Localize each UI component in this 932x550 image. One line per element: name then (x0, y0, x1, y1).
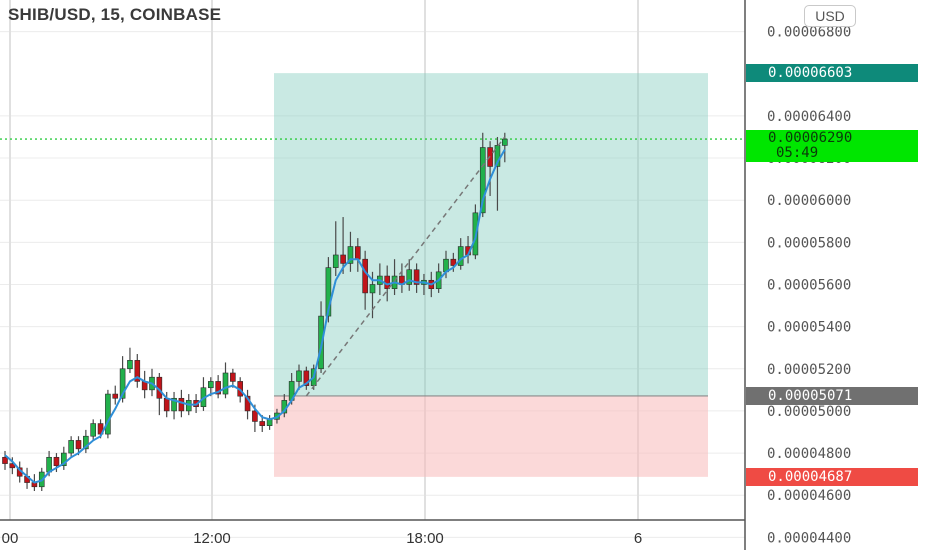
price-tick-label: 0.00005600 (767, 277, 851, 293)
price-tick-label: 0.00006800 (767, 25, 851, 41)
candle-down (450, 258, 457, 266)
last-price-label: 0.00006290 05:49 (746, 130, 918, 163)
candle-down (303, 370, 310, 386)
stop-price-label: 0.00004687 (746, 467, 918, 486)
time-tick-label: 6 (634, 530, 642, 547)
candle-down (2, 456, 8, 464)
candle-up (296, 370, 302, 382)
price-tick-label: 0.00005800 (767, 235, 851, 251)
price-tick-label: 0.00004600 (767, 488, 851, 504)
target-price-label: 0.00006603 (746, 64, 918, 83)
price-tick-label: 0.00004800 (767, 446, 851, 462)
candle-down (362, 258, 368, 294)
candle-up (347, 246, 354, 264)
candle-up (105, 393, 111, 435)
candle-down (112, 393, 119, 399)
candle-up (208, 381, 214, 389)
chart-grid (0, 0, 746, 550)
candle-down (252, 410, 258, 422)
entry-price-label: 0.00005071 (746, 386, 918, 405)
candle-up (90, 423, 96, 437)
candle-down (178, 397, 185, 412)
last-price-value: 0.00006290 (768, 130, 853, 147)
candle-up (318, 315, 324, 370)
time-tick-label: 00 (2, 530, 19, 547)
time-axis[interactable]: 00 12:00 18:00 6 (2, 530, 643, 547)
candle-down (230, 372, 236, 382)
candle-up (406, 269, 413, 285)
candle-up (332, 254, 339, 268)
candle-down (340, 254, 346, 264)
candle-up (369, 284, 376, 294)
candle-down (413, 269, 420, 285)
chart-title: SHIB/USD, 15, COINBASE (8, 5, 222, 24)
bar-countdown: 05:49 (776, 145, 819, 162)
candle-up (457, 246, 464, 266)
moving-average-line (4, 149, 506, 484)
currency-button[interactable]: USD (804, 5, 856, 27)
candle-up (119, 368, 126, 399)
candle-down (163, 397, 170, 412)
price-tick-label: 0.00005400 (767, 320, 851, 336)
price-tick-label: 0.00006000 (767, 193, 851, 209)
price-tick-label: 0.00005000 (767, 404, 851, 420)
price-tick-label: 0.00004400 (767, 530, 851, 546)
candle-down (354, 246, 361, 260)
candle-up (68, 440, 74, 454)
candle-down (75, 440, 82, 450)
candle-up (479, 147, 486, 214)
candle-up (501, 138, 508, 146)
trend-line (305, 136, 506, 397)
candle-down (259, 421, 266, 426)
time-tick-label: 18:00 (406, 530, 444, 547)
candle-up (83, 435, 89, 450)
candle-up (60, 452, 67, 467)
candle-up (171, 397, 177, 412)
time-tick-label: 12:00 (193, 530, 231, 547)
candle-down (53, 456, 60, 467)
candle-down (134, 360, 141, 382)
price-tick-label: 0.00006400 (767, 109, 851, 125)
candle-down (215, 381, 221, 395)
candle-up (325, 267, 332, 317)
candle-up (46, 456, 52, 473)
candle-up (222, 372, 229, 395)
candle-up (185, 400, 192, 412)
candle-up (127, 360, 133, 370)
profit-zone[interactable] (274, 73, 708, 396)
price-tick-label: 0.00005200 (767, 362, 851, 378)
loss-zone[interactable] (274, 395, 708, 477)
